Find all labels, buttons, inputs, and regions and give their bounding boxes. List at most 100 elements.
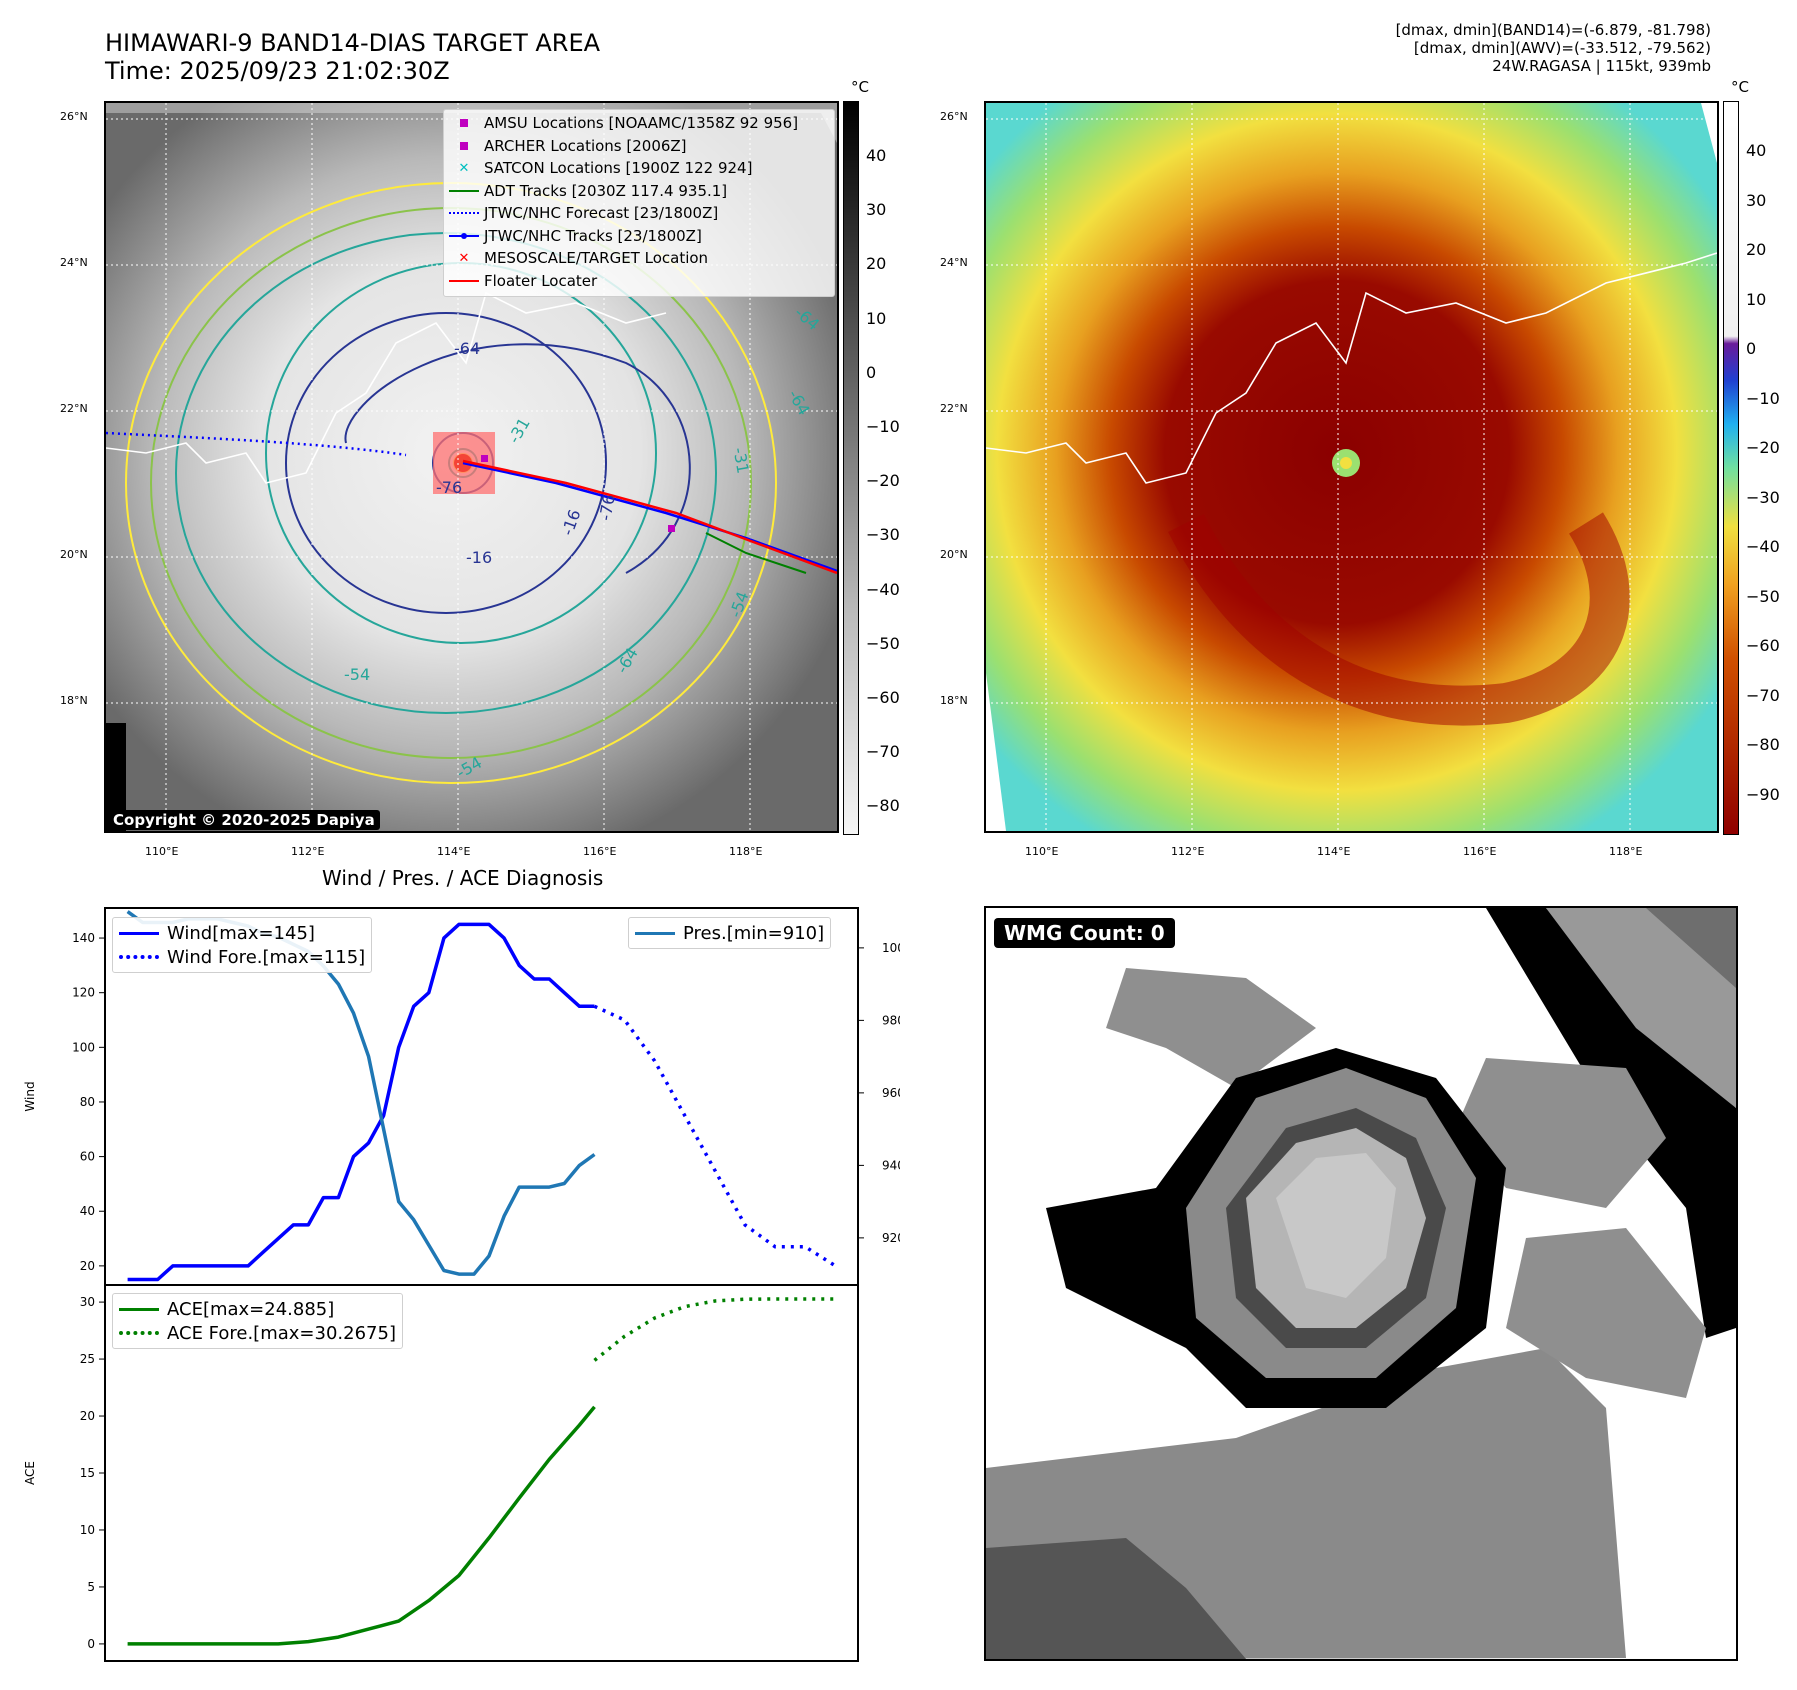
lon-tick: 114°E — [437, 845, 471, 858]
colorbar-tick: −40 — [866, 579, 900, 599]
lat-tick: 22°N — [940, 402, 968, 415]
wind-forecast-line — [593, 1004, 837, 1268]
colorbar-unit: °C — [1731, 78, 1749, 96]
colorbar-tick: −80 — [866, 796, 900, 816]
lon-tick: 112°E — [291, 845, 325, 858]
colorbar-tick: 0 — [1746, 339, 1757, 358]
colorbar-tick: −40 — [1746, 537, 1780, 556]
y-tick-label: 25 — [80, 1352, 95, 1366]
y2-tick-label: 920 — [882, 1231, 900, 1245]
y-axis-label: ACE — [23, 1461, 37, 1485]
colorbar-tick: −80 — [1746, 735, 1780, 754]
lat-tick: 24°N — [60, 256, 88, 269]
y-tick-label: 140 — [72, 931, 95, 945]
lat-tick: 24°N — [940, 256, 968, 269]
lat-tick: 18°N — [940, 694, 968, 707]
legend-entry: JTWC/NHC Forecast [23/1800Z] — [444, 202, 834, 225]
wind-legend: Wind[max=145] Wind Fore.[max=115] — [112, 917, 373, 973]
colorbar-tick: 30 — [866, 200, 887, 220]
y-tick-label: 30 — [80, 1295, 95, 1309]
y2-tick-label: 1000 — [882, 941, 900, 955]
ir-map-panel: -64 -64 -76 -76 -16 -16 -31 -31 -54 -54 … — [104, 101, 839, 833]
colorbar-tick: 0 — [866, 362, 877, 382]
colorbar-tick: 40 — [1746, 141, 1767, 160]
y-tick-label: 120 — [72, 986, 95, 1000]
lon-tick: 114°E — [1317, 845, 1351, 858]
lat-tick: 20°N — [940, 548, 968, 561]
lat-tick: 26°N — [940, 110, 968, 123]
y2-tick-label: 940 — [882, 1158, 900, 1172]
colorbar-tick: 10 — [866, 308, 887, 328]
y-tick-label: 15 — [80, 1466, 95, 1480]
colorbar-tick: 30 — [1746, 190, 1767, 210]
wmg-image — [986, 908, 1736, 1659]
figure-title: HIMAWARI-9 BAND14-DIAS TARGET AREA — [105, 29, 601, 57]
y-tick-label: 80 — [80, 1095, 95, 1109]
legend-entry: Pres.[min=910] — [635, 921, 824, 945]
copyright-label: Copyright © 2020-2025 Dapiya — [108, 810, 380, 830]
pressure-legend: Pres.[min=910] — [628, 917, 832, 949]
ace-series-line — [127, 1405, 596, 1646]
legend-entry: Floater Locater — [444, 270, 834, 293]
colorbar-tick: −10 — [1746, 388, 1780, 408]
colorbar-tick: −30 — [866, 525, 900, 545]
colorbar-tick: 20 — [1746, 240, 1767, 259]
y-tick-label: 60 — [80, 1150, 95, 1164]
legend-entry: ACE Fore.[max=30.2675] — [119, 1321, 396, 1345]
lon-tick: 110°E — [145, 845, 179, 858]
legend-entry: JTWC/NHC Tracks [23/1800Z] — [444, 225, 834, 248]
diagnosis-title: Wind / Pres. / ACE Diagnosis — [322, 866, 604, 890]
colorbar-tick: −30 — [1746, 487, 1780, 507]
colorbar-tick: −20 — [866, 471, 900, 491]
lat-tick: 20°N — [60, 548, 88, 561]
legend-entry: ✕ SATCON Locations [1900Z 122 924] — [458, 159, 753, 178]
lon-tick: 112°E — [1171, 845, 1205, 858]
y-tick-label: 10 — [80, 1523, 95, 1537]
y-tick-label: 20 — [80, 1409, 95, 1423]
map-legend: AMSU Locations [NOAAMC/1358Z 92 956] ARC… — [443, 109, 835, 297]
y-tick-label: 100 — [72, 1040, 95, 1054]
legend-entry: ADT Tracks [2030Z 117.4 935.1] — [444, 180, 834, 203]
lat-tick: 18°N — [60, 694, 88, 707]
contour-label: -16 — [466, 548, 493, 567]
legend-entry: ACE[max=24.885] — [119, 1297, 396, 1321]
colorbar-tick: −60 — [1746, 636, 1780, 655]
wind-series-line — [127, 922, 595, 1282]
colorbar-tick: −70 — [866, 742, 900, 762]
diagnosis-chart: 20406080100120140Wind9209409609801000Pre… — [23, 907, 900, 1662]
lon-tick: 110°E — [1025, 845, 1059, 858]
colorbar-tick: −50 — [866, 633, 900, 653]
lat-tick: 26°N — [60, 110, 88, 123]
wmg-count-label: WMG Count: 0 — [994, 918, 1175, 948]
colorbar-tick: −20 — [1746, 438, 1780, 457]
figure-time: Time: 2025/09/23 21:02:30Z — [105, 57, 450, 85]
info-awv: [dmax, dmin](AWV)=(-33.512, -79.562) — [1413, 39, 1711, 57]
colorbar-tick: 10 — [1746, 289, 1767, 309]
contour-label: -76 — [436, 478, 463, 497]
colorbar-color — [1723, 101, 1739, 835]
colorbar-tick: −10 — [866, 417, 900, 436]
colorbar-tick: −70 — [1746, 685, 1780, 705]
contour-label: -64 — [454, 339, 481, 358]
y2-tick-label: 960 — [882, 1086, 900, 1100]
y-tick-label: 0 — [87, 1637, 95, 1651]
y-tick-label: 20 — [80, 1259, 95, 1273]
lon-tick: 118°E — [729, 845, 763, 858]
ace-legend: ACE[max=24.885] ACE Fore.[max=30.2675] — [112, 1293, 403, 1349]
legend-entry: Wind[max=145] — [119, 921, 365, 945]
awv-map-image — [986, 103, 1717, 831]
colorbar-tick: 20 — [866, 254, 887, 274]
legend-entry: ✕ MESOSCALE/TARGET Location — [458, 249, 709, 268]
lat-tick: 22°N — [60, 402, 88, 415]
ace-forecast-line — [593, 1297, 836, 1362]
colorbar-tick: 40 — [866, 146, 887, 165]
colorbar-unit: °C — [851, 78, 869, 96]
colorbar-tick: −60 — [866, 688, 900, 707]
y2-tick-label: 980 — [882, 1013, 900, 1027]
lon-tick: 116°E — [583, 845, 617, 858]
wmg-panel: WMG Count: 0 — [984, 906, 1738, 1661]
y-tick-label: 5 — [87, 1580, 95, 1594]
contour-label: -54 — [344, 665, 371, 684]
colorbar-tick: −90 — [1746, 784, 1780, 804]
legend-entry: Wind Fore.[max=115] — [119, 945, 365, 969]
